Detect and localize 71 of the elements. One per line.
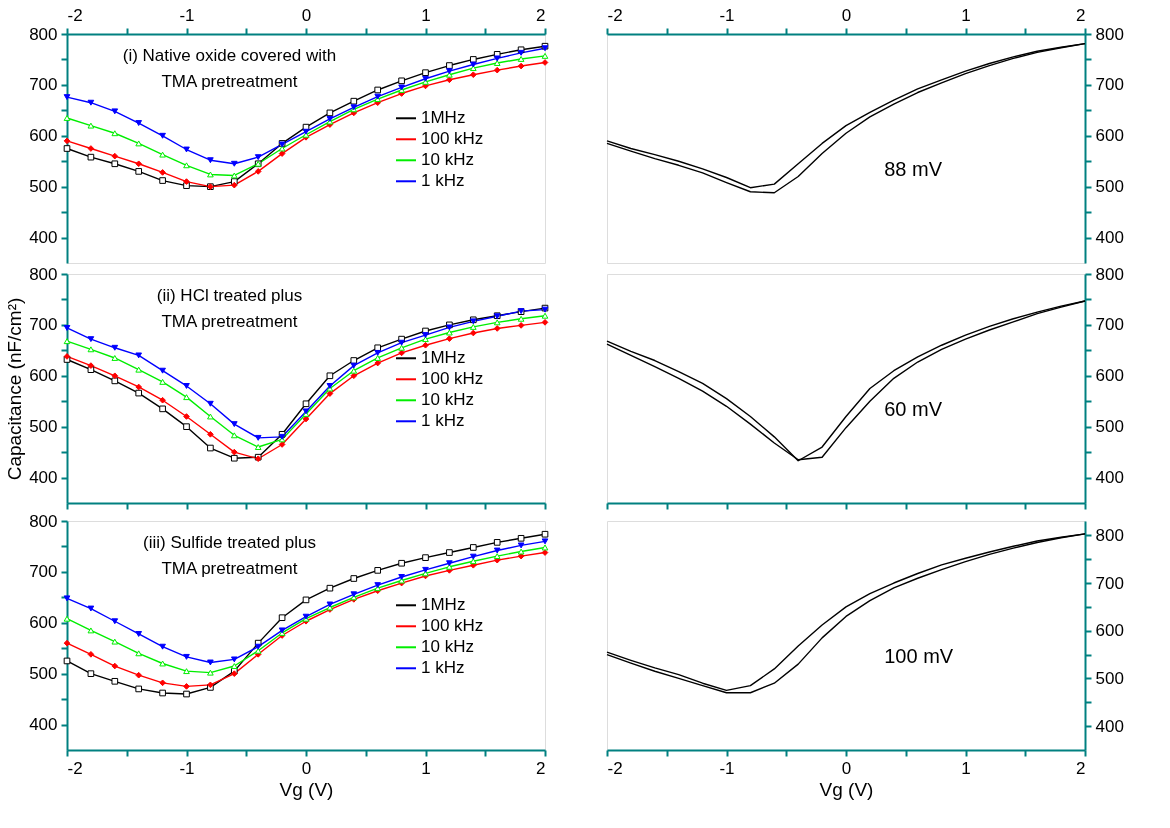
y-tick-label: 800 — [29, 511, 58, 531]
y-tick-label: 800 — [1095, 525, 1124, 545]
x-tick-label: 1 — [421, 758, 431, 778]
annotation: 60 mV — [884, 397, 943, 420]
x-tick-label: 2 — [536, 5, 546, 25]
x-tick-label: -2 — [607, 5, 623, 25]
x-tick-label: -1 — [719, 758, 735, 778]
y-tick-label: 700 — [29, 315, 58, 335]
legend-label: 1 kHz — [421, 171, 465, 191]
y-tick-label: 700 — [29, 562, 58, 582]
y-tick-label: 500 — [1095, 177, 1124, 197]
legend-label: 1 kHz — [421, 658, 465, 678]
legend-label: 100 kHz — [421, 616, 484, 636]
y-tick-label: 600 — [29, 613, 58, 633]
annotation: 100 mV — [884, 644, 954, 667]
legend-label: 1MHz — [421, 108, 466, 128]
x-tick-label: -1 — [179, 5, 195, 25]
y-tick-label: 400 — [29, 228, 58, 248]
x-tick-label: -1 — [719, 5, 735, 25]
x-tick-label: -2 — [607, 758, 623, 778]
annotation: (iii) Sulfide treated plus TMA pretreatment — [143, 533, 316, 578]
y-tick-label: 600 — [1095, 366, 1124, 386]
y-tick-label: 600 — [29, 366, 58, 386]
y-axis-title: Capacitance (nF/cm²) — [4, 297, 26, 481]
x-tick-label: 0 — [841, 758, 852, 778]
legend-label: 1 kHz — [421, 411, 465, 431]
legend-label: 100 kHz — [421, 129, 484, 149]
annotation: (ii) HCl treated plus TMA pretreatment — [156, 286, 303, 331]
y-tick-label: 400 — [29, 715, 58, 735]
x-tick-label: 2 — [1076, 5, 1086, 25]
x-axis-title: Vg (V) — [819, 778, 874, 800]
legend-label: 10 kHz — [421, 150, 474, 170]
legend-label: 100 kHz — [421, 369, 484, 389]
y-tick-label: 400 — [29, 468, 58, 488]
y-tick-label: 500 — [29, 177, 58, 197]
y-tick-label: 600 — [29, 126, 58, 146]
y-tick-label: 700 — [1095, 75, 1124, 95]
x-axis-title: Vg (V) — [279, 778, 334, 800]
x-tick-label: -2 — [67, 758, 83, 778]
legend-label: 1MHz — [421, 348, 466, 368]
y-tick-label: 800 — [1095, 264, 1124, 284]
y-tick-label: 600 — [1095, 126, 1124, 146]
x-tick-label: -1 — [179, 758, 195, 778]
x-tick-label: -2 — [67, 5, 83, 25]
legend-label: 1MHz — [421, 595, 466, 615]
x-tick-label: 1 — [961, 758, 971, 778]
y-tick-label: 700 — [1095, 315, 1124, 335]
y-tick-label: 500 — [1095, 668, 1124, 688]
x-tick-label: 2 — [1076, 758, 1086, 778]
y-tick-label: 500 — [29, 417, 58, 437]
annotation: (i) Native oxide covered with TMA pretreatment — [122, 46, 337, 91]
y-tick-label: 400 — [1095, 228, 1124, 248]
y-tick-label: 400 — [1095, 716, 1124, 736]
y-tick-label: 800 — [29, 24, 58, 44]
y-tick-label: 800 — [1095, 24, 1124, 44]
legend-label: 10 kHz — [421, 637, 474, 657]
y-tick-label: 700 — [29, 75, 58, 95]
y-tick-label: 500 — [1095, 417, 1124, 437]
x-tick-label: 0 — [841, 5, 852, 25]
x-tick-label: 2 — [536, 758, 546, 778]
y-tick-label: 800 — [29, 264, 58, 284]
annotation: 88 mV — [884, 157, 943, 180]
x-tick-label: 1 — [421, 5, 431, 25]
x-tick-label: 1 — [961, 5, 971, 25]
y-tick-label: 600 — [1095, 621, 1124, 641]
y-tick-label: 400 — [1095, 468, 1124, 488]
y-tick-label: 700 — [1095, 573, 1124, 593]
x-tick-label: 0 — [301, 758, 312, 778]
x-tick-label: 0 — [301, 5, 312, 25]
y-tick-label: 500 — [29, 664, 58, 684]
legend-label: 10 kHz — [421, 390, 474, 410]
